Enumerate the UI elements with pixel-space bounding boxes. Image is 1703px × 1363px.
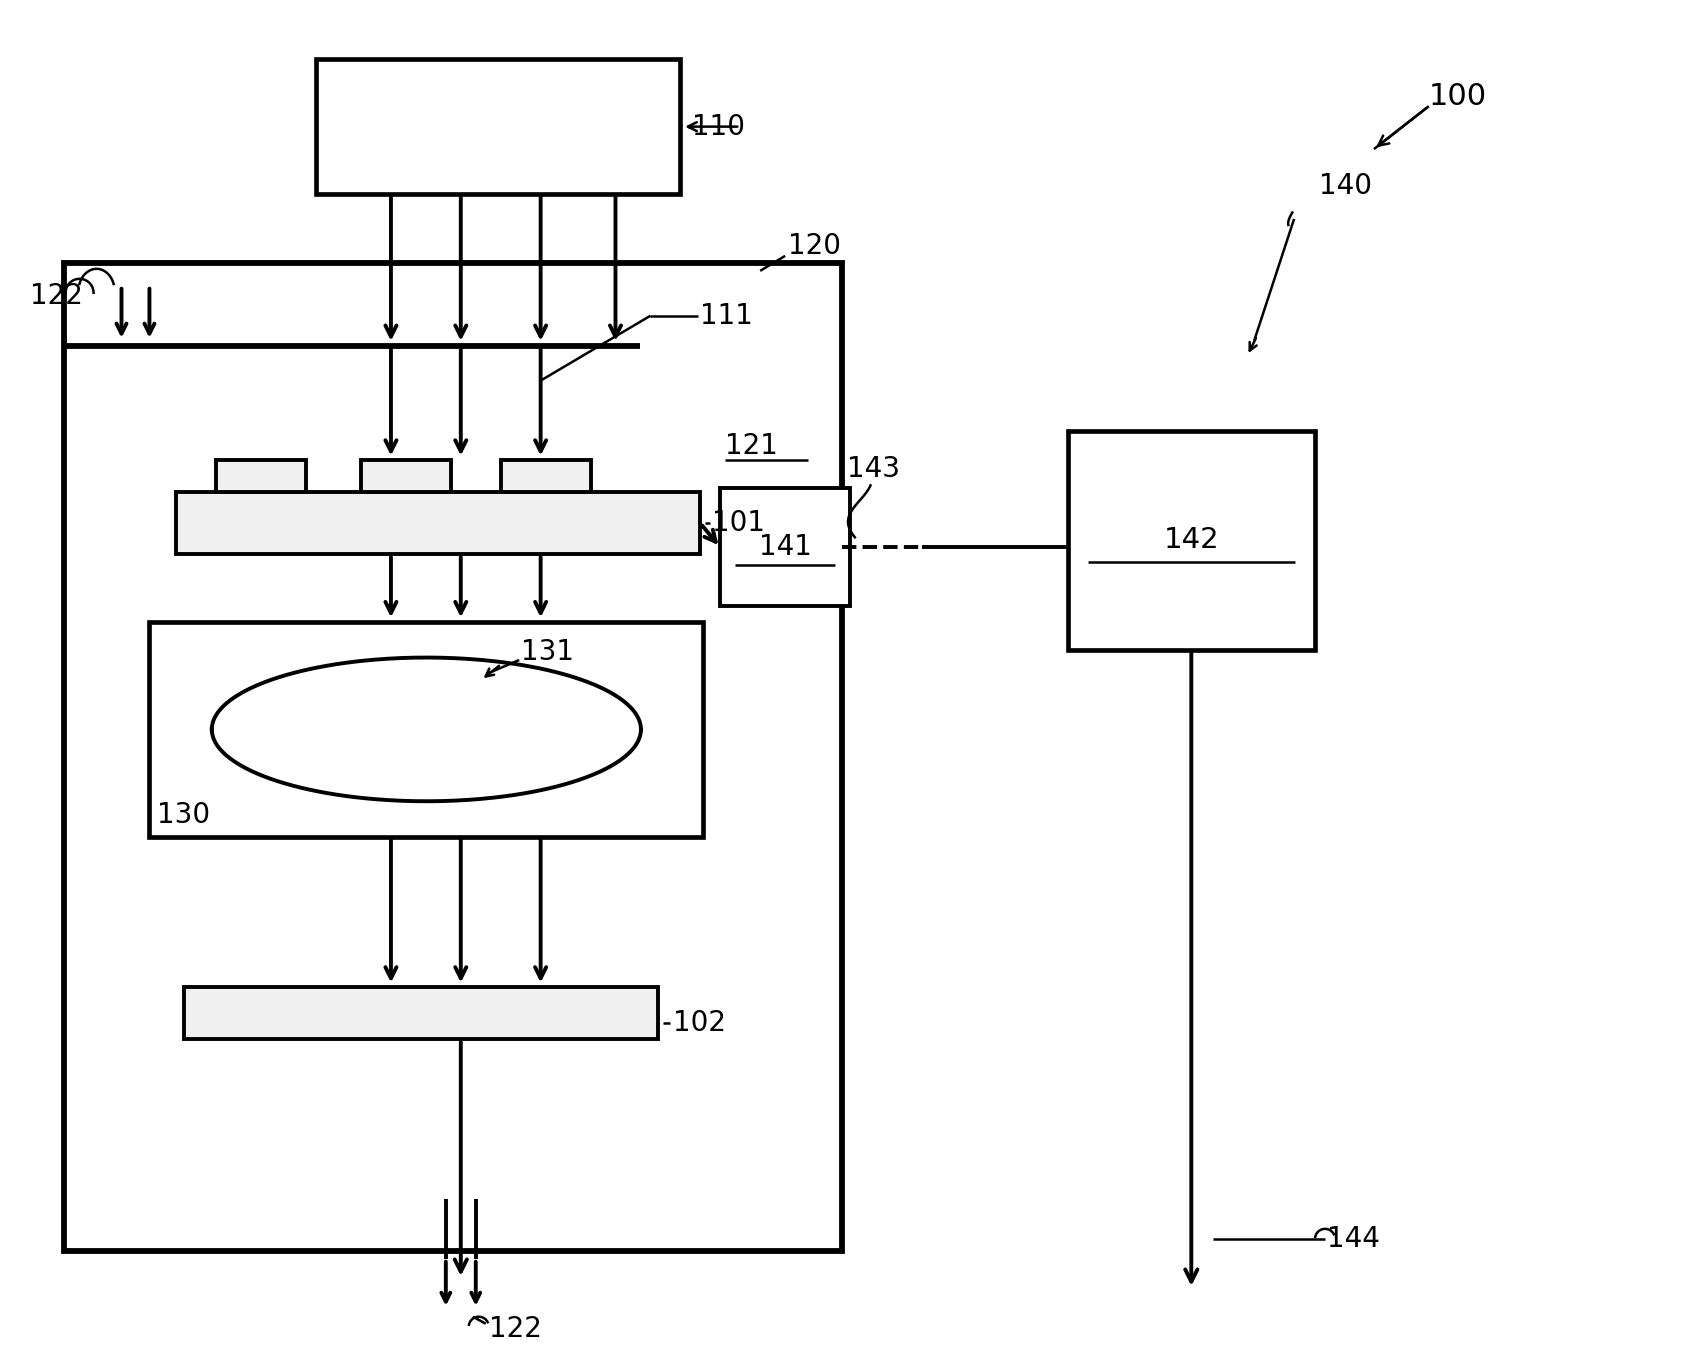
Text: 122: 122 (489, 1315, 542, 1343)
Bar (184, 987, 659, 1039)
Bar (317, 59, 681, 194)
Bar (361, 461, 451, 492)
Text: 111: 111 (700, 301, 753, 330)
Bar (720, 488, 850, 607)
Bar (63, 263, 841, 1251)
Text: 140: 140 (1320, 172, 1373, 200)
Text: 131: 131 (521, 638, 574, 667)
Text: 120: 120 (788, 232, 841, 260)
Text: 144: 144 (1327, 1225, 1379, 1253)
Text: 122: 122 (29, 282, 82, 309)
Text: 121: 121 (725, 432, 778, 461)
Text: 110: 110 (693, 113, 746, 140)
Text: 130: 130 (157, 800, 211, 829)
Text: 143: 143 (846, 455, 899, 484)
Text: 102: 102 (673, 1010, 727, 1037)
Text: 100: 100 (1429, 82, 1487, 110)
Bar (216, 461, 307, 492)
Text: 142: 142 (1163, 526, 1219, 555)
Bar (177, 492, 700, 555)
Bar (1068, 431, 1315, 650)
Bar (501, 461, 591, 492)
Bar (150, 622, 703, 837)
Text: 141: 141 (760, 533, 812, 562)
Text: 101: 101 (712, 510, 765, 537)
